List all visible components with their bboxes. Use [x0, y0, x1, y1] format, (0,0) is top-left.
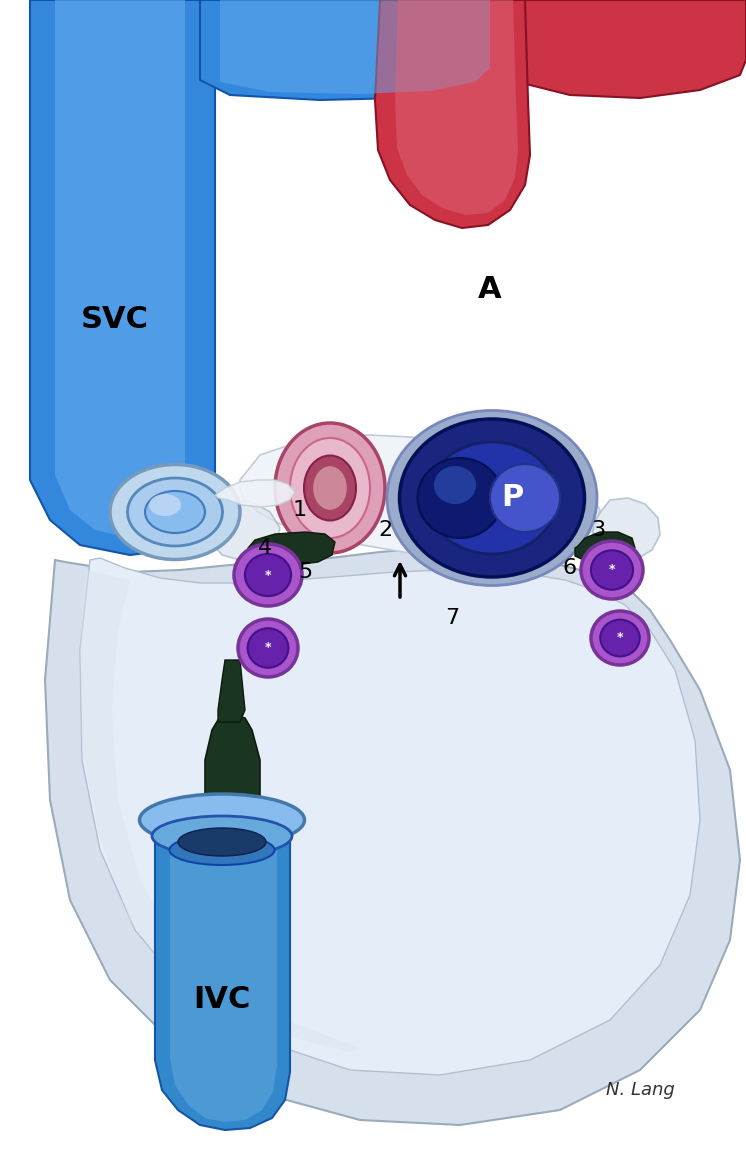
Text: 4: 4 [258, 538, 272, 558]
Polygon shape [155, 819, 290, 1130]
Ellipse shape [178, 828, 266, 856]
Polygon shape [240, 435, 600, 560]
Text: 3: 3 [591, 520, 605, 540]
Ellipse shape [290, 438, 370, 538]
Text: *: * [617, 632, 623, 645]
Ellipse shape [304, 455, 356, 520]
Polygon shape [248, 532, 335, 565]
Ellipse shape [234, 544, 302, 606]
Ellipse shape [152, 816, 292, 856]
Ellipse shape [245, 554, 291, 596]
Text: 7: 7 [445, 608, 459, 629]
Polygon shape [215, 480, 295, 508]
Text: A: A [478, 276, 502, 305]
Ellipse shape [248, 629, 289, 668]
Polygon shape [80, 570, 360, 1052]
Text: N. Lang: N. Lang [606, 1081, 674, 1099]
Text: *: * [609, 563, 615, 576]
Polygon shape [220, 0, 490, 94]
Text: 1: 1 [293, 501, 307, 520]
Polygon shape [200, 0, 510, 100]
Ellipse shape [427, 442, 557, 554]
Ellipse shape [591, 611, 649, 665]
Polygon shape [55, 0, 185, 538]
Text: IVC: IVC [193, 986, 251, 1015]
Ellipse shape [275, 423, 385, 553]
Ellipse shape [145, 491, 205, 533]
Ellipse shape [581, 541, 643, 599]
Polygon shape [575, 532, 635, 565]
Polygon shape [170, 819, 277, 1122]
Text: 2: 2 [378, 520, 392, 540]
Ellipse shape [169, 835, 275, 865]
Ellipse shape [128, 478, 222, 546]
Polygon shape [218, 660, 245, 722]
Ellipse shape [490, 464, 560, 532]
Ellipse shape [400, 419, 585, 577]
Ellipse shape [418, 457, 503, 538]
Ellipse shape [110, 464, 240, 560]
Text: P: P [501, 483, 523, 512]
Ellipse shape [387, 411, 597, 585]
Text: SVC: SVC [81, 305, 149, 334]
Polygon shape [80, 558, 700, 1076]
Text: 5: 5 [298, 562, 312, 582]
Ellipse shape [591, 551, 633, 590]
Polygon shape [480, 0, 746, 98]
Text: 6: 6 [563, 558, 577, 579]
Polygon shape [45, 548, 740, 1124]
Polygon shape [208, 501, 280, 560]
Polygon shape [30, 0, 215, 555]
Ellipse shape [434, 466, 476, 504]
Text: *: * [265, 568, 272, 582]
Polygon shape [395, 0, 518, 215]
Ellipse shape [238, 619, 298, 677]
Polygon shape [592, 498, 660, 562]
Ellipse shape [313, 466, 348, 511]
Polygon shape [205, 715, 260, 826]
Ellipse shape [601, 619, 640, 656]
Ellipse shape [140, 794, 304, 846]
Ellipse shape [149, 494, 181, 516]
Text: *: * [265, 641, 272, 654]
Polygon shape [375, 0, 530, 228]
